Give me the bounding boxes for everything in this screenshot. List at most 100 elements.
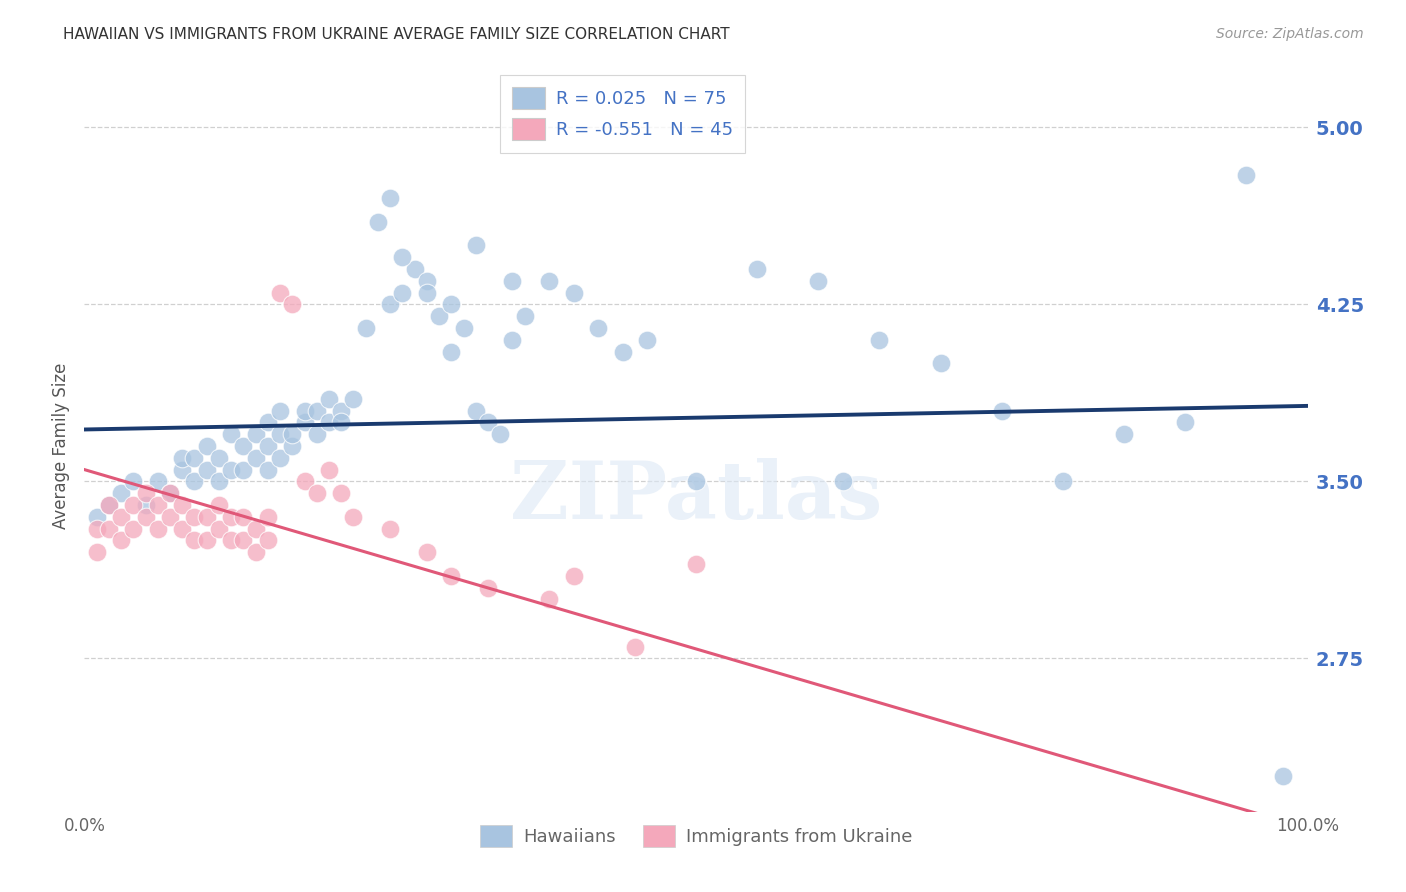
Point: [219, 462, 242, 476]
Point: [502, 274, 524, 288]
Point: [416, 274, 439, 288]
Point: [208, 498, 231, 512]
Point: [636, 333, 658, 347]
Point: [159, 509, 181, 524]
Point: [232, 462, 254, 476]
Point: [330, 403, 353, 417]
Point: [172, 450, 194, 465]
Point: [257, 462, 280, 476]
Point: [97, 522, 120, 536]
Point: [318, 392, 340, 406]
Point: [305, 403, 328, 417]
Point: [294, 416, 316, 430]
Point: [513, 310, 536, 324]
Point: [245, 450, 267, 465]
Point: [245, 545, 267, 559]
Point: [612, 344, 634, 359]
Point: [159, 486, 181, 500]
Point: [146, 475, 169, 489]
Point: [257, 416, 280, 430]
Point: [380, 297, 402, 311]
Point: [245, 427, 267, 442]
Point: [135, 498, 157, 512]
Point: [135, 486, 157, 500]
Point: [195, 533, 218, 548]
Point: [464, 238, 486, 252]
Point: [208, 522, 231, 536]
Point: [318, 416, 340, 430]
Point: [831, 475, 853, 489]
Point: [183, 475, 205, 489]
Point: [1174, 416, 1197, 430]
Point: [232, 439, 254, 453]
Point: [1114, 427, 1136, 442]
Point: [122, 522, 145, 536]
Point: [342, 509, 364, 524]
Point: [354, 321, 377, 335]
Point: [502, 333, 524, 347]
Point: [380, 522, 402, 536]
Point: [1272, 769, 1295, 783]
Text: ZIPatlas: ZIPatlas: [510, 458, 882, 536]
Point: [122, 498, 145, 512]
Point: [232, 509, 254, 524]
Point: [1236, 168, 1258, 182]
Point: [991, 403, 1014, 417]
Point: [269, 403, 291, 417]
Point: [208, 450, 231, 465]
Point: [294, 403, 316, 417]
Point: [464, 403, 486, 417]
Point: [86, 509, 108, 524]
Point: [159, 486, 181, 500]
Point: [305, 427, 328, 442]
Point: [183, 533, 205, 548]
Point: [380, 191, 402, 205]
Point: [183, 509, 205, 524]
Point: [219, 509, 242, 524]
Point: [172, 498, 194, 512]
Point: [269, 427, 291, 442]
Point: [135, 509, 157, 524]
Point: [172, 522, 194, 536]
Point: [624, 640, 647, 654]
Point: [172, 462, 194, 476]
Point: [538, 274, 561, 288]
Point: [869, 333, 891, 347]
Point: [257, 533, 280, 548]
Point: [562, 568, 585, 582]
Point: [807, 274, 830, 288]
Legend: Hawaiians, Immigrants from Ukraine: Hawaiians, Immigrants from Ukraine: [472, 817, 920, 854]
Point: [281, 439, 304, 453]
Point: [747, 262, 769, 277]
Point: [245, 522, 267, 536]
Point: [391, 250, 413, 264]
Point: [330, 416, 353, 430]
Point: [440, 568, 463, 582]
Point: [1052, 475, 1074, 489]
Point: [97, 498, 120, 512]
Point: [367, 215, 389, 229]
Point: [195, 439, 218, 453]
Point: [685, 475, 707, 489]
Point: [219, 533, 242, 548]
Point: [427, 310, 450, 324]
Point: [281, 427, 304, 442]
Point: [195, 509, 218, 524]
Text: Source: ZipAtlas.com: Source: ZipAtlas.com: [1216, 27, 1364, 41]
Point: [195, 462, 218, 476]
Point: [440, 297, 463, 311]
Point: [929, 356, 952, 370]
Point: [342, 392, 364, 406]
Point: [294, 475, 316, 489]
Point: [110, 486, 132, 500]
Point: [257, 439, 280, 453]
Point: [416, 545, 439, 559]
Point: [122, 475, 145, 489]
Point: [453, 321, 475, 335]
Point: [477, 416, 499, 430]
Point: [538, 592, 561, 607]
Point: [404, 262, 426, 277]
Point: [685, 557, 707, 571]
Point: [232, 533, 254, 548]
Point: [219, 427, 242, 442]
